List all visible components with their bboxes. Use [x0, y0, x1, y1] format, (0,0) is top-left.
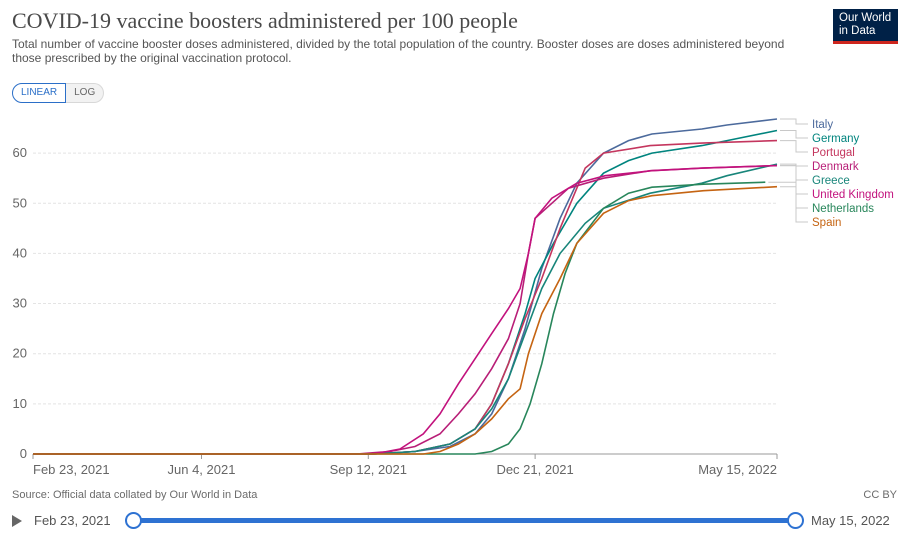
chart-title: COVID-19 vaccine boosters administered p…	[12, 8, 518, 33]
series-line	[33, 181, 766, 455]
series-line	[33, 164, 778, 455]
series-line	[33, 118, 778, 455]
x-tick-label: Feb 23, 2021	[33, 462, 110, 477]
timeline: Feb 23, 2021 May 15, 2022	[0, 506, 907, 536]
y-tick-label: 40	[13, 245, 27, 260]
series-line	[33, 139, 778, 455]
timeline-start-handle[interactable]	[125, 512, 142, 529]
legend-connector	[780, 163, 808, 181]
legend-label: Spain	[812, 217, 841, 229]
legend-label: Germany	[812, 133, 860, 145]
y-tick-label: 50	[13, 195, 27, 210]
chart-subtitle: Total number of vaccine booster doses ad…	[12, 37, 785, 65]
logo-line1: Our World	[839, 12, 892, 24]
legend-connector	[780, 140, 808, 153]
log-scale-button[interactable]: LOG	[66, 83, 105, 103]
series-line	[33, 185, 778, 455]
y-tick-label: 60	[13, 145, 27, 160]
x-tick-label: Dec 21, 2021	[496, 462, 573, 477]
x-tick-label: Sep 12, 2021	[330, 462, 407, 477]
x-tick-label: Jun 4, 2021	[168, 462, 236, 477]
timeline-start-label: Feb 23, 2021	[34, 513, 111, 528]
x-tick-label: May 15, 2022	[698, 462, 777, 477]
legend-connector	[780, 165, 808, 195]
legend-connector	[780, 118, 808, 125]
owid-logo[interactable]: Our World in Data	[833, 9, 898, 44]
play-icon[interactable]	[12, 515, 22, 527]
timeline-track[interactable]	[133, 518, 795, 523]
legend-connector	[780, 130, 808, 139]
legend-label: Italy	[812, 119, 833, 131]
source-note[interactable]: Source: Official data collated by Our Wo…	[12, 489, 258, 501]
legend-label: Netherlands	[812, 203, 874, 215]
logo-accent-bar	[833, 41, 898, 44]
y-tick-label: 20	[13, 346, 27, 361]
timeline-end-label: May 15, 2022	[811, 513, 890, 528]
linear-scale-button[interactable]: LINEAR	[12, 83, 67, 103]
series-line	[33, 129, 778, 455]
license-label[interactable]: CC BY	[863, 489, 897, 501]
series-line	[33, 164, 778, 455]
legend-connector	[780, 186, 808, 223]
legend-label: United Kingdom	[812, 189, 894, 201]
line-chart: 0 10 20 30 40 50 60 Feb 23, 2021 Jun 4, 2021 Sep …	[13, 118, 894, 477]
logo-line2: in Data	[839, 25, 876, 37]
y-tick-label: 0	[20, 446, 27, 461]
series-line	[33, 163, 778, 455]
timeline-end-handle[interactable]	[787, 512, 804, 529]
legend-label: Denmark	[812, 161, 859, 173]
y-tick-label: 10	[13, 396, 27, 411]
scale-toggle: LINEAR LOG	[12, 83, 105, 103]
legend-label: Greece	[812, 175, 850, 187]
y-tick-label: 30	[13, 296, 27, 311]
legend-label: Portugal	[812, 147, 855, 159]
